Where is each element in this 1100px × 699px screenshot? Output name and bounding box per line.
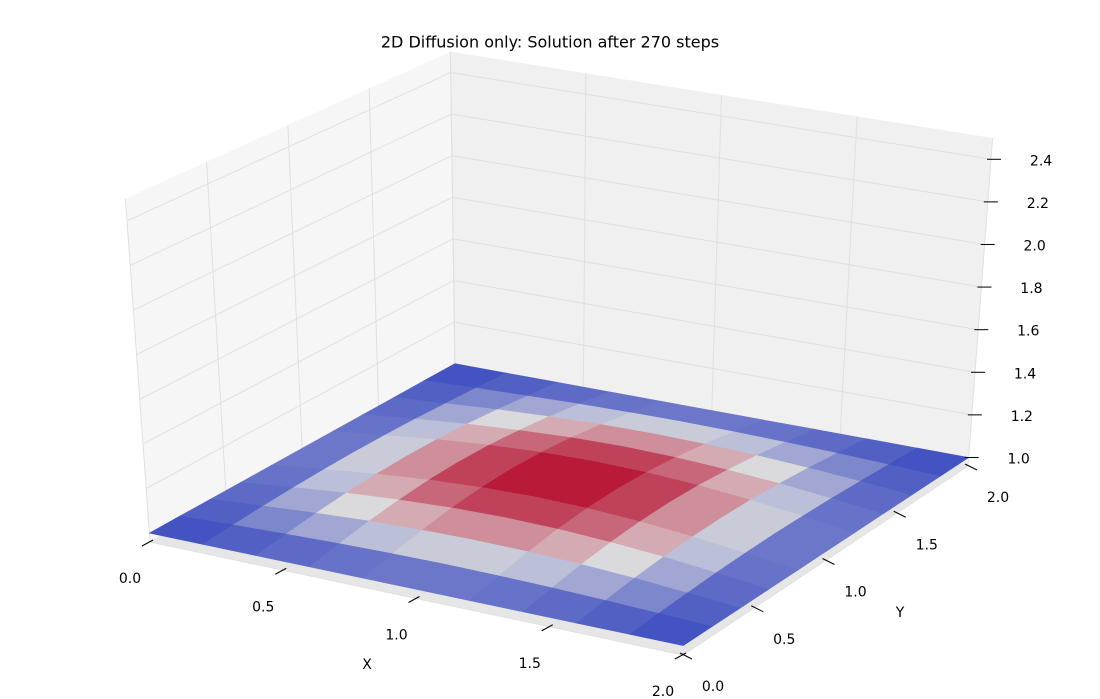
x-axis-label: X — [362, 657, 372, 673]
y-tick-label: 1.0 — [844, 585, 866, 601]
y-tick — [893, 510, 906, 518]
y-tick — [751, 605, 764, 613]
x-tick-label: 0.5 — [252, 599, 274, 615]
x-tick-label: 1.5 — [519, 656, 541, 672]
z-tick-label: 1.4 — [1014, 366, 1036, 382]
z-tick-label: 1.0 — [1008, 451, 1030, 467]
x-tick — [541, 624, 553, 632]
x-tick — [408, 596, 420, 603]
x-tick — [674, 652, 687, 660]
z-tick-label: 1.2 — [1011, 409, 1033, 425]
x-tick — [141, 539, 154, 547]
y-tick — [679, 652, 693, 660]
surface-cell — [629, 613, 713, 646]
chart-title: 2D Diffusion only: Solution after 270 st… — [381, 33, 719, 52]
z-tick-label: 2.0 — [1024, 238, 1046, 254]
back-pane — [450, 51, 993, 466]
y-tick-label: 0.0 — [702, 679, 724, 695]
z-tick-label: 1.8 — [1020, 281, 1042, 297]
z-tick-label: 2.2 — [1027, 196, 1049, 212]
surface — [148, 363, 970, 646]
x-tick-label: 2.0 — [652, 684, 674, 699]
x-tick — [275, 567, 287, 575]
y-tick-label: 0.5 — [773, 632, 795, 648]
z-tick-label: 2.4 — [1030, 153, 1052, 169]
y-tick-label: 2.0 — [987, 490, 1009, 506]
y-axis-label: Y — [895, 605, 905, 621]
y-tick — [964, 463, 978, 471]
z-tick-label: 1.6 — [1017, 324, 1039, 340]
x-tick-label: 1.0 — [385, 628, 407, 644]
y-tick-label: 1.5 — [916, 537, 938, 553]
x-tick-label: 0.0 — [119, 571, 141, 587]
axes: 1.0 1.2 1.4 1.6 1.8 2.0 2.2 2.4 0.0 0.5 1.0 1.5 2.0 0… — [119, 153, 1052, 699]
y-tick — [822, 558, 835, 565]
